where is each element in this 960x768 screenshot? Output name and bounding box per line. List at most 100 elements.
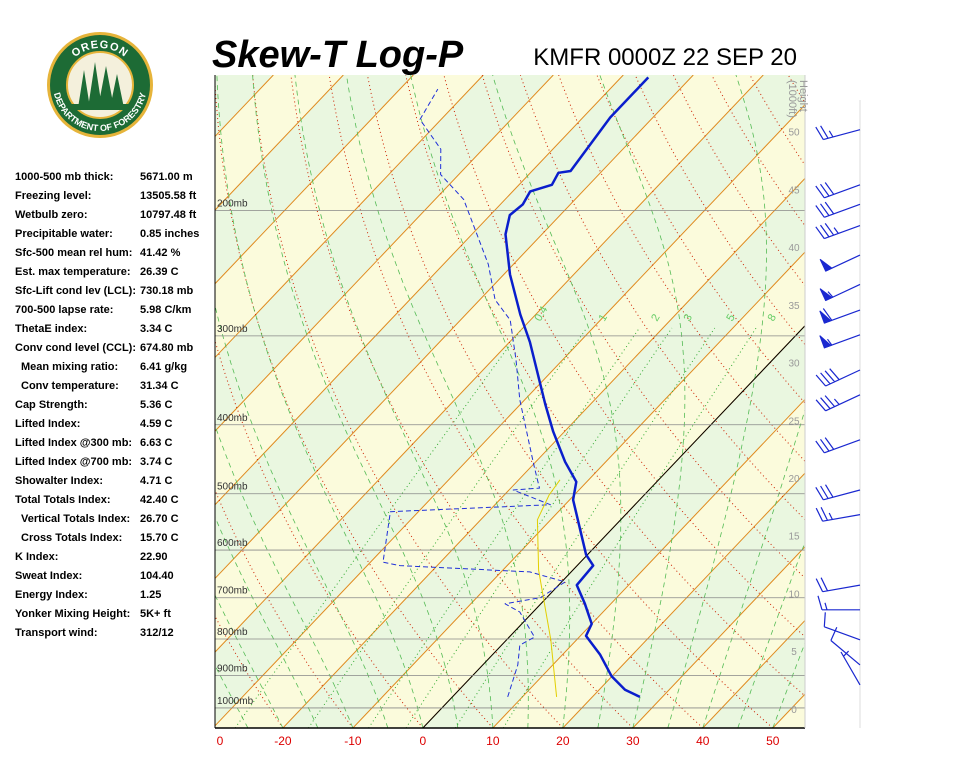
index-value: 10797.48 ft [140,209,197,221]
barb-pennant [819,310,832,324]
moist-adiabat [215,304,389,728]
isotherm [215,75,554,432]
dry-adiabat [443,75,805,638]
mixing-ratio-line [454,327,716,728]
height-axis-title: Height [797,80,809,112]
isotherm [282,177,805,728]
dry-adiabat [215,75,494,728]
height-tick-label: 30 [788,359,800,370]
wind-barb [815,507,861,522]
mixing-ratio-line [307,327,588,728]
x-tick-label: 20 [556,734,570,748]
wind-barb [819,254,861,272]
moist-adiabat [737,541,805,728]
profile-line [536,479,561,697]
index-label: Showalter Index: [15,475,103,487]
barb-staff [815,125,861,141]
isotherm [562,472,805,728]
index-value: 312/12 [140,627,174,639]
moist-adiabat [215,424,354,728]
pressure-label: 700mb [217,586,248,597]
dry-adiabat [787,75,805,104]
index-label: Est. max temperature: [15,266,131,278]
isotherm [215,75,764,653]
barb-pennant [819,335,832,349]
barb-staff [815,394,861,412]
pressure-label: 600mb [217,538,248,549]
wind-barb [819,283,861,302]
index-label: Yonker Mixing Height: [15,608,130,620]
barb-pennant [819,258,833,272]
barb-staff [815,437,861,454]
index-label: K Index: [15,551,58,563]
moist-adiabat [294,75,494,728]
mixing-ratio-label: 8 [766,312,779,323]
moist-adiabat [215,594,284,728]
x-tick-label: 10 [486,734,500,748]
index-value: 3.34 C [140,323,172,335]
wind-barb [817,595,860,611]
profile-line [504,76,650,699]
x-tick-label: 0 [217,734,224,748]
index-value: 5.98 C/km [140,304,192,316]
index-value: 41.42 % [140,247,181,259]
freezing-isotherm [422,325,805,728]
isotherm [215,75,694,580]
dry-adiabat [0,75,3,728]
wind-barb [819,308,861,324]
isotherm [215,75,484,359]
wind-barb [840,650,861,686]
barb-pennant [819,288,833,302]
x-tick-label: -10 [344,734,362,748]
wind-barb [815,125,861,141]
index-label: Precipitable water: [15,228,113,240]
logo-trees [78,62,124,108]
mixing-ratio-line [368,327,640,728]
index-value: 22.90 [140,551,168,563]
indices-table: 1000-500 mb thick: 5671.00 m Freezing leve… [15,171,199,639]
height-tick-label: 0 [791,705,797,716]
barb-staff [815,577,861,593]
x-tick-label: 0 [420,734,427,748]
index-value: 3.74 C [140,456,172,468]
height-tick-label: 5 [791,647,797,658]
index-label: Conv cond level (CCL): [15,342,136,354]
index-label: Conv temperature: [21,380,119,392]
index-value: 730.18 mb [140,285,193,297]
barb-staff [823,612,861,641]
title: Skew-T Log-P [212,34,464,76]
mixing-ratio-label: 2 [649,312,662,323]
height-tick-label: 25 [788,416,800,427]
isotherm [215,75,344,211]
isotherm [352,251,805,728]
index-label: Sweat Index: [15,570,82,582]
index-value: 26.70 C [140,513,179,525]
index-label: Transport wind: [15,627,98,639]
moist-adiabat [346,75,529,728]
wind-barb [815,437,861,454]
height-tick-label: 20 [788,474,800,485]
wind-barb [823,612,861,641]
height-tick-label: 10 [788,589,800,600]
index-label: ThetaE index: [15,323,87,335]
index-value: 5671.00 m [140,171,193,183]
index-value: 26.39 C [140,266,179,278]
index-value: 5K+ ft [140,608,171,620]
dry-adiabat [903,75,960,728]
index-value: 1.25 [140,589,161,601]
wind-barb [815,182,861,199]
pressure-label: 800mb [217,627,248,638]
height-tick-label: 50 [788,128,800,139]
barb-staff [815,182,861,199]
index-value: 13505.58 ft [140,190,197,202]
index-value: 674.80 mb [140,342,193,354]
barb-staff [817,595,860,611]
moist-adiabat [215,664,249,728]
wind-barb [815,577,861,593]
index-label: Energy Index: [15,589,88,601]
isotherm [632,546,805,728]
barb-staff [815,507,861,522]
dry-adiabat [328,75,704,728]
index-label: Lifted Index: [15,418,80,430]
